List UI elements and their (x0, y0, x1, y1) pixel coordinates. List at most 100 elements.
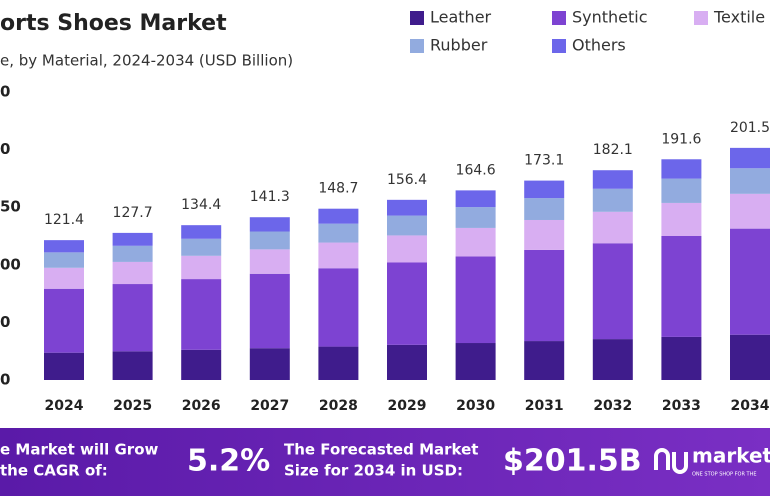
y-tick-label: 00 (0, 255, 21, 273)
bar-segment (592, 170, 633, 189)
y-tick-label: 0 (0, 140, 10, 158)
bar-segment (44, 267, 84, 289)
total-label: 182.1 (593, 142, 633, 158)
bar-segment (318, 223, 359, 243)
total-label: 148.7 (318, 181, 358, 197)
x-tick-label: 2025 (113, 398, 152, 414)
y-tick-label: 0 (0, 313, 10, 331)
bar-segment (524, 198, 565, 220)
banner-text: Size for 2034 in USD: (284, 462, 463, 480)
bar-segment (387, 262, 427, 345)
bar-segment (455, 227, 496, 257)
legend-label: Synthetic (572, 8, 648, 27)
x-tick-label: 2024 (45, 398, 84, 414)
bar-segment (387, 344, 427, 380)
bar-segment (661, 236, 702, 337)
bar-segment (387, 199, 427, 216)
x-tick-label: 2028 (319, 398, 358, 414)
total-label: 173.1 (524, 153, 564, 169)
bar-segment (249, 249, 290, 274)
x-tick-label: 2030 (456, 398, 495, 414)
bar-segment (44, 352, 84, 380)
bar-segment (730, 228, 770, 335)
legend-swatch (694, 11, 708, 25)
legend-label: Others (572, 36, 626, 55)
bar-segment (318, 242, 359, 269)
bar-segment (249, 231, 290, 250)
bar-segment (524, 180, 565, 199)
bar-segment (661, 336, 702, 380)
bar-segment (181, 349, 222, 380)
total-label: 191.6 (661, 131, 701, 147)
bar-segment (592, 339, 633, 380)
bar-segment (249, 348, 290, 380)
bar-segment (181, 238, 222, 256)
total-label: 164.6 (456, 162, 496, 178)
banner (0, 428, 770, 496)
bar-segment (249, 273, 290, 349)
total-label: 156.4 (387, 172, 427, 188)
bar-segment (181, 255, 222, 280)
banner-text: e Market will Grow (0, 441, 158, 459)
bar-segment (249, 217, 290, 232)
legend-swatch (552, 11, 566, 25)
bar-segment (592, 243, 633, 340)
total-label: 127.7 (113, 205, 153, 221)
total-label: 201.5 (730, 120, 770, 136)
banner-text: the CAGR of: (0, 462, 108, 480)
total-label: 141.3 (250, 189, 290, 205)
bar-segment (661, 202, 702, 236)
bar-segment (44, 252, 84, 268)
bar-segment (524, 249, 565, 342)
legend-label: Rubber (430, 36, 488, 55)
bar-segment (387, 215, 427, 236)
bar-segment (730, 168, 770, 194)
chart-title: orts Shoes Market (0, 11, 227, 36)
bar-segment (730, 147, 770, 169)
bar-segment (112, 351, 153, 380)
legend-swatch (552, 39, 566, 53)
legend-swatch (410, 11, 424, 25)
bar-segment (592, 188, 633, 212)
bar-segment (181, 279, 222, 350)
legend-label: Textile (713, 8, 765, 27)
bar-segment (455, 256, 496, 344)
bar-segment (455, 207, 496, 228)
bar-segment (592, 211, 633, 244)
y-tick-label: 0 (0, 83, 10, 101)
y-tick-label: 0 (0, 371, 10, 389)
legend-swatch (410, 39, 424, 53)
bar-segment (387, 235, 427, 263)
x-tick-label: 2026 (182, 398, 221, 414)
bar-segment (730, 193, 770, 229)
forecast-value: $201.5B (503, 444, 642, 479)
bar-segment (661, 159, 702, 179)
logo: market (692, 444, 770, 468)
bar-segment (318, 208, 359, 224)
bar-segment (455, 190, 496, 208)
x-tick-label: 2029 (388, 398, 427, 414)
total-label: 121.4 (44, 212, 84, 228)
bar-segment (112, 284, 153, 352)
bar-segment (730, 334, 770, 380)
cagr-value: 5.2% (187, 444, 270, 479)
chart-subtitle: e, by Material, 2024-2034 (USD Billion) (0, 52, 293, 70)
bar-segment (524, 219, 565, 250)
bar-segment (318, 268, 359, 347)
x-tick-label: 2034 (731, 398, 770, 414)
logo-sub: ONE STOP SHOP FOR THE (692, 472, 757, 478)
x-tick-label: 2032 (593, 398, 632, 414)
bar-segment (524, 341, 565, 380)
banner-text: The Forecasted Market (284, 441, 478, 459)
bar-segment (661, 178, 702, 203)
bar-segment (112, 245, 153, 262)
x-tick-label: 2033 (662, 398, 701, 414)
x-tick-label: 2027 (250, 398, 289, 414)
logo-icon (654, 448, 688, 474)
bar-segment (455, 343, 496, 380)
bar-segment (44, 288, 84, 353)
y-tick-label: 50 (0, 198, 21, 216)
bar-segment (318, 346, 359, 380)
